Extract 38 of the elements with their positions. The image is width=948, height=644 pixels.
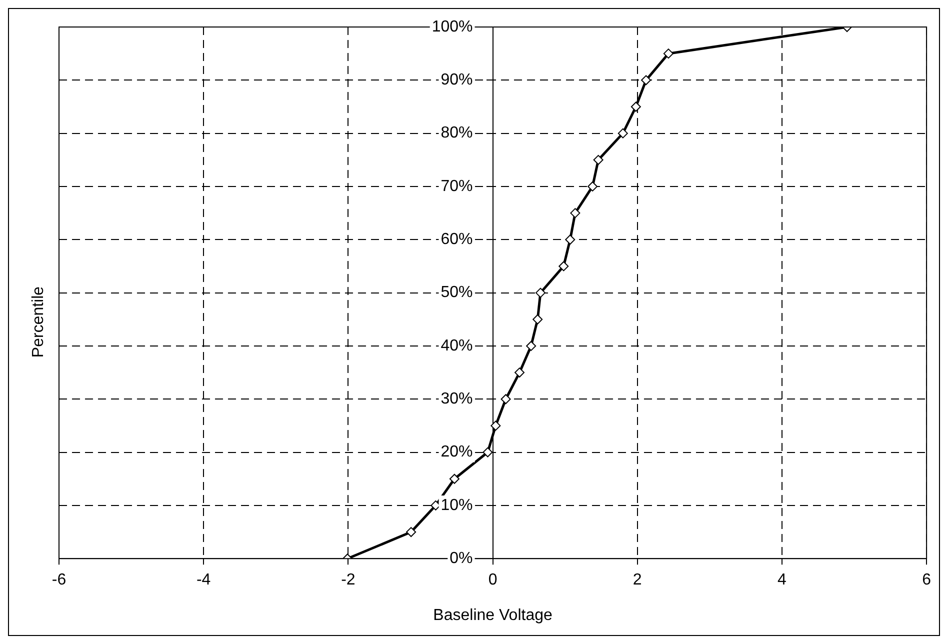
point bbox=[593, 154, 604, 165]
y-tick-label: 90% bbox=[440, 72, 473, 89]
x-tick-label: -4 bbox=[196, 572, 211, 589]
y-tick-label: 10% bbox=[440, 496, 473, 514]
y-tick-label: 0% bbox=[450, 550, 473, 568]
y-tick-label: 30% bbox=[440, 390, 473, 408]
y-tick-label: 70% bbox=[440, 178, 473, 195]
y-tick-label: 40% bbox=[440, 337, 473, 354]
y-tick-label: 50% bbox=[440, 284, 473, 302]
point bbox=[490, 420, 501, 431]
point bbox=[449, 474, 460, 484]
point bbox=[514, 368, 525, 378]
y-tick-label: 100% bbox=[432, 18, 473, 36]
y-tick-label: 80% bbox=[440, 124, 473, 142]
x-tick-label: -6 bbox=[52, 572, 66, 589]
point bbox=[532, 314, 543, 324]
point bbox=[558, 261, 569, 272]
y-axis-title: Percentile bbox=[30, 286, 48, 358]
point bbox=[500, 394, 511, 404]
point bbox=[641, 75, 652, 86]
x-tick-label: 2 bbox=[632, 572, 642, 589]
x-tick-label: 4 bbox=[778, 572, 787, 589]
y-tick-label: 60% bbox=[440, 231, 473, 248]
point bbox=[630, 102, 641, 112]
x-tick-label: 0 bbox=[488, 572, 498, 589]
x-tick-label: -2 bbox=[341, 572, 356, 589]
point bbox=[663, 48, 674, 59]
point bbox=[570, 208, 580, 218]
y-tick-label: 20% bbox=[440, 444, 473, 461]
point bbox=[618, 128, 628, 138]
x-axis-title: Baseline Voltage bbox=[433, 606, 552, 624]
point bbox=[588, 181, 598, 192]
point bbox=[535, 288, 546, 298]
point bbox=[526, 340, 536, 351]
point bbox=[565, 234, 576, 245]
point bbox=[406, 527, 416, 538]
point bbox=[482, 447, 493, 458]
x-tick-label: 6 bbox=[922, 572, 932, 589]
